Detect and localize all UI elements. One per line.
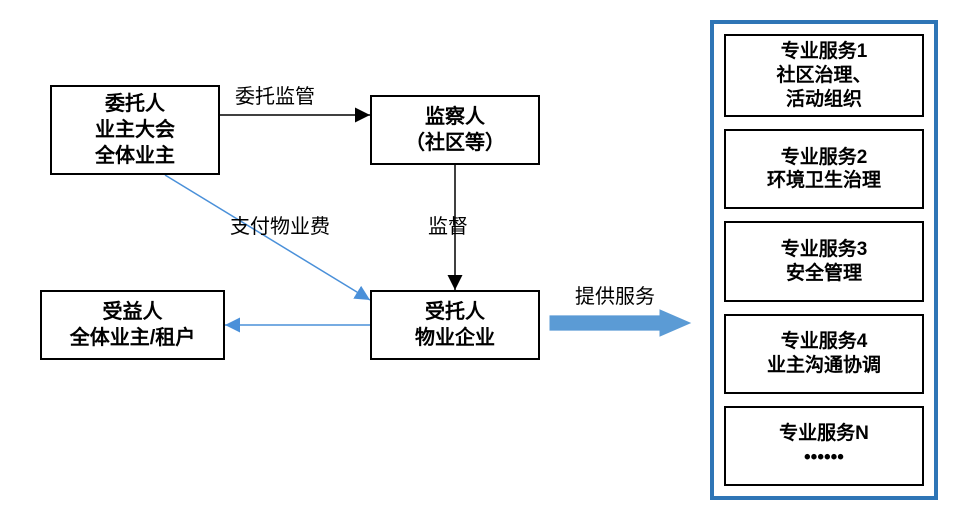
- node-trustee-line2: 物业企业: [415, 325, 495, 351]
- node-client-line1: 委托人: [105, 91, 165, 117]
- node-client-line3: 全体业主: [95, 143, 175, 169]
- node-client: 委托人 业主大会 全体业主: [50, 85, 220, 175]
- label-provide: 提供服务: [575, 280, 655, 309]
- service-item-4: 专业服务4 业主沟通协调: [724, 314, 924, 394]
- label-entrust: 委托监管: [235, 80, 315, 109]
- node-supervisor-line1: 监察人: [425, 104, 485, 130]
- node-trustee-line1: 受托人: [425, 299, 485, 325]
- node-client-line2: 业主大会: [95, 117, 175, 143]
- node-beneficiary-line2: 全体业主/租户: [70, 325, 196, 351]
- node-beneficiary-line1: 受益人: [103, 299, 163, 325]
- service-panel: 专业服务1 社区治理、 活动组织 专业服务2 环境卫生治理 专业服务3 安全管理…: [710, 20, 938, 500]
- node-supervisor: 监察人 （社区等）: [370, 95, 540, 165]
- service-item-3: 专业服务3 安全管理: [724, 221, 924, 301]
- node-supervisor-line2: （社区等）: [405, 130, 505, 156]
- label-pay: 支付物业费: [230, 210, 330, 239]
- label-supervise: 监督: [428, 210, 468, 239]
- node-trustee: 受托人 物业企业: [370, 290, 540, 360]
- service-item-1: 专业服务1 社区治理、 活动组织: [724, 34, 924, 117]
- service-item-2: 专业服务2 环境卫生治理: [724, 129, 924, 209]
- service-item-n: 专业服务N ••••••: [724, 406, 924, 486]
- node-beneficiary: 受益人 全体业主/租户: [40, 290, 225, 360]
